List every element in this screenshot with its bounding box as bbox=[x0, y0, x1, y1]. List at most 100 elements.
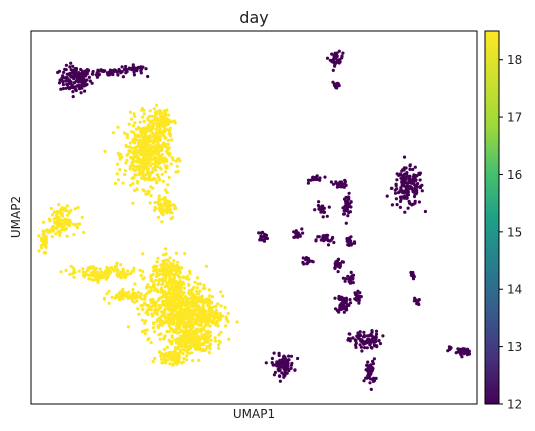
data-point bbox=[158, 137, 162, 141]
data-point bbox=[180, 266, 184, 270]
data-point bbox=[49, 206, 54, 211]
data-point bbox=[198, 329, 202, 333]
data-point bbox=[93, 267, 97, 271]
data-point bbox=[160, 158, 164, 162]
data-point bbox=[465, 347, 470, 351]
data-point bbox=[160, 272, 165, 276]
data-point bbox=[331, 182, 336, 186]
data-point bbox=[131, 288, 135, 292]
data-point bbox=[367, 334, 371, 338]
data-point bbox=[149, 194, 153, 198]
data-point bbox=[177, 356, 181, 360]
data-point bbox=[107, 301, 111, 305]
data-point bbox=[120, 275, 124, 279]
data-point bbox=[199, 314, 203, 318]
data-point bbox=[163, 310, 167, 314]
data-point bbox=[136, 307, 140, 311]
data-point bbox=[87, 273, 91, 277]
data-point bbox=[167, 354, 171, 358]
data-point bbox=[165, 207, 169, 211]
data-point bbox=[152, 303, 156, 307]
data-point bbox=[123, 172, 127, 177]
data-point bbox=[204, 347, 208, 351]
data-point bbox=[61, 87, 65, 91]
data-point bbox=[133, 114, 137, 118]
data-point bbox=[142, 119, 146, 124]
data-point bbox=[132, 159, 136, 163]
data-point bbox=[170, 318, 174, 322]
data-point bbox=[202, 312, 206, 316]
data-point bbox=[143, 152, 147, 156]
data-point bbox=[367, 337, 371, 342]
data-point bbox=[64, 226, 68, 231]
data-point bbox=[154, 168, 158, 172]
data-point bbox=[195, 338, 200, 342]
data-point bbox=[217, 333, 221, 337]
data-point bbox=[65, 209, 69, 213]
data-point bbox=[157, 281, 161, 286]
data-point bbox=[157, 268, 161, 272]
data-point bbox=[351, 281, 355, 285]
data-point bbox=[195, 276, 199, 280]
data-point bbox=[357, 298, 361, 302]
data-point bbox=[263, 237, 267, 241]
data-point bbox=[154, 206, 158, 210]
data-point bbox=[298, 233, 302, 237]
data-point bbox=[186, 348, 191, 352]
data-point bbox=[320, 210, 324, 214]
data-point bbox=[156, 143, 160, 147]
data-point bbox=[370, 346, 374, 350]
data-point bbox=[402, 155, 407, 159]
data-point bbox=[172, 299, 176, 303]
data-point bbox=[130, 293, 134, 297]
data-point bbox=[136, 181, 140, 185]
data-point bbox=[177, 267, 181, 271]
data-point bbox=[170, 336, 174, 340]
data-point bbox=[169, 271, 173, 275]
data-point bbox=[361, 339, 365, 343]
data-point bbox=[349, 270, 353, 274]
data-point bbox=[219, 304, 223, 308]
data-point bbox=[208, 334, 212, 338]
data-point bbox=[86, 269, 90, 273]
data-point bbox=[180, 293, 184, 298]
data-point bbox=[206, 340, 210, 344]
data-point bbox=[144, 149, 149, 153]
data-point bbox=[121, 297, 125, 301]
data-point bbox=[44, 243, 48, 247]
data-point bbox=[213, 336, 217, 340]
data-point bbox=[373, 344, 377, 348]
data-point bbox=[329, 180, 333, 184]
data-point bbox=[116, 73, 120, 77]
data-point bbox=[143, 331, 147, 336]
data-point bbox=[142, 108, 146, 112]
data-point bbox=[459, 352, 463, 356]
data-point bbox=[306, 178, 311, 182]
data-point bbox=[166, 314, 170, 319]
data-point bbox=[124, 291, 128, 295]
data-point bbox=[418, 172, 422, 177]
data-point bbox=[157, 297, 161, 301]
data-point bbox=[171, 277, 175, 282]
data-point bbox=[166, 142, 170, 146]
data-point bbox=[411, 277, 416, 281]
data-point bbox=[126, 272, 130, 276]
data-point bbox=[190, 300, 194, 304]
data-point bbox=[363, 346, 367, 350]
data-point bbox=[411, 179, 415, 183]
data-point bbox=[148, 298, 153, 302]
data-point bbox=[142, 159, 146, 163]
data-point bbox=[186, 308, 190, 312]
data-point bbox=[219, 290, 223, 294]
data-point bbox=[358, 294, 362, 298]
data-point bbox=[258, 238, 262, 242]
data-point bbox=[190, 325, 195, 329]
data-point bbox=[146, 117, 150, 121]
data-point bbox=[133, 133, 137, 137]
data-point bbox=[328, 58, 332, 62]
data-point bbox=[202, 283, 206, 287]
data-point bbox=[155, 117, 160, 121]
data-point bbox=[133, 282, 137, 286]
data-point bbox=[348, 298, 352, 302]
data-point bbox=[155, 165, 160, 169]
